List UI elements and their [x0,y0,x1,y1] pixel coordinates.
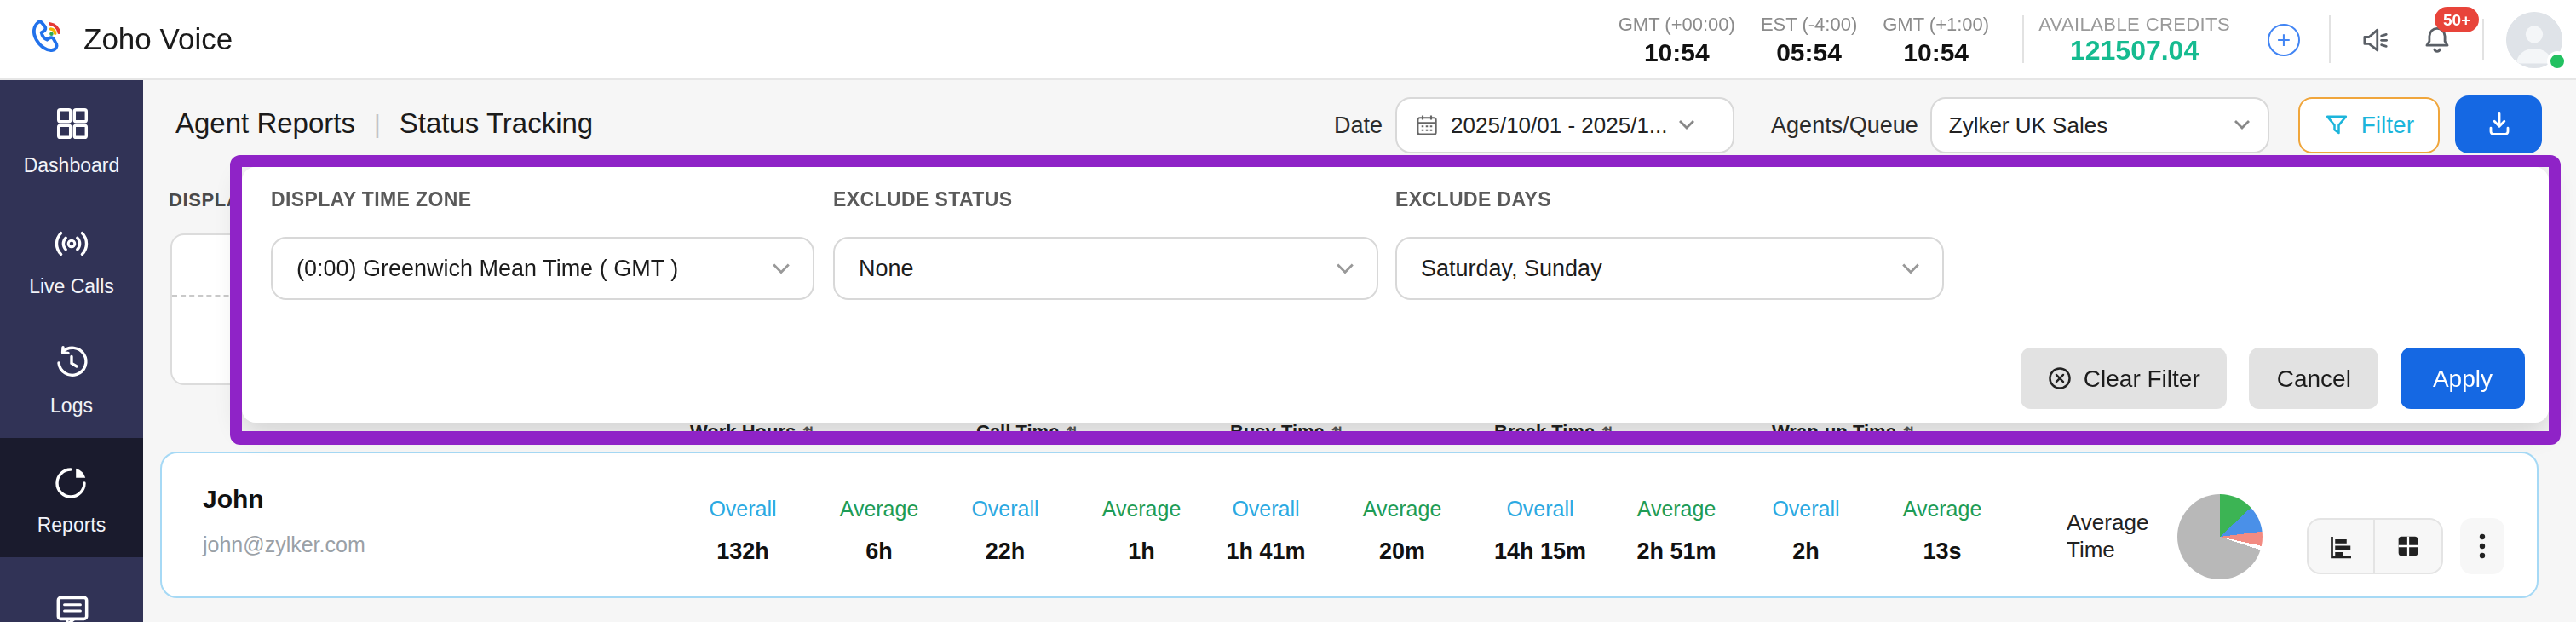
sidebar-item-dashboard[interactable]: Dashboard [0,80,143,199]
column-header-break-time[interactable]: Break Time⇅ [1494,421,1614,441]
page-title: Agent Reports [175,107,355,140]
filter-panel: DISPLAY TIME ZONE EXCLUDE STATUS EXCLUDE… [242,167,2549,423]
average-time-label: Average Time [2067,510,2148,564]
display-time-zone-label: DISPLAY TIME ZONE [271,189,472,210]
zoho-voice-logo-icon [22,13,68,66]
chevron-down-icon [1901,262,1920,274]
sort-icon: ⇅ [1066,424,1078,441]
announcements-button[interactable] [2358,21,2394,57]
download-button[interactable] [2455,95,2542,153]
stat-break-time: Overall14h 15m Average2h 51m [1472,498,1745,564]
cancel-button[interactable]: Cancel [2250,348,2378,409]
date-range-value: 2025/10/01 - 2025/1... [1451,112,1667,137]
app-title: Zoho Voice [83,21,233,57]
sidebar: Dashboard Live Calls Logs [0,80,143,622]
divider [2482,19,2484,60]
exclude-status-select[interactable]: None [833,237,1378,300]
report-controls: Date 2025/10/01 - 2025/1... Agents/Queue… [1334,95,2542,153]
stat-busy-time: Overall1h 41m Average20m [1198,498,1470,564]
main-content: Agent Reports | Status Tracking Date 202… [143,80,2576,622]
agents-queue-value: Zylker UK Sales [1949,112,2107,137]
column-header-wrapup-time[interactable]: Wrap-up Time⇅ [1772,421,1916,441]
display-time-zone-select[interactable]: (0:00) Greenwich Mean Time ( GMT ) [271,237,814,300]
filter-funnel-icon [2324,112,2349,136]
exclude-days-label: EXCLUDE DAYS [1395,189,1551,210]
topbar: Zoho Voice GMT (+00:00) 10:54 EST (-4:00… [0,0,2576,80]
sort-icon: ⇅ [1601,424,1614,441]
live-calls-icon [51,222,92,263]
column-header-work-hours[interactable]: Work Hours⇅ [690,421,815,441]
clear-circle-icon [2048,366,2072,390]
date-label: Date [1334,112,1383,137]
more-options-button[interactable] [2460,518,2504,574]
stat-work-hours: Overall132h Average6h [675,498,947,564]
sort-icon: ⇅ [1903,424,1916,441]
column-header-call-time[interactable]: Call Time⇅ [976,421,1079,441]
column-header-busy-time[interactable]: Busy Time⇅ [1230,421,1344,441]
timezone-gmt0: GMT (+00:00) 10:54 [1619,13,1735,66]
agents-queue-select[interactable]: Zylker UK Sales [1930,96,2269,153]
agent-name: John [203,484,264,513]
agent-email: john@zylker.com [203,533,365,557]
divider [2329,15,2331,63]
exclude-status-label: EXCLUDE STATUS [833,189,1013,210]
bar-chart-icon [2326,531,2356,562]
table-view-button[interactable] [2375,520,2441,573]
agent-row-john: John john@zylker.com Overall132h Average… [160,452,2539,598]
status-pie-chart [2177,494,2263,579]
exclude-days-select[interactable]: Saturday, Sunday [1395,237,1944,300]
sidebar-item-reports[interactable]: Reports [0,438,143,557]
timezone-est: EST (-4:00) 05:54 [1761,13,1857,66]
online-status-dot [2547,50,2567,71]
agents-queue-label: Agents/Queue [1771,112,1918,137]
stat-wrapup-time: Overall2h Average13s [1738,498,2010,564]
chevron-down-icon [1336,262,1354,274]
chevron-down-icon [1678,119,1695,130]
chevron-down-icon [2234,119,2251,130]
notification-badge: 50+ [2435,6,2479,32]
apply-button[interactable]: Apply [2401,348,2525,409]
vertical-dots-icon [2479,533,2486,559]
divider [2021,15,2023,63]
date-range-picker[interactable]: 2025/10/01 - 2025/1... [1394,96,1734,153]
sort-icon: ⇅ [1331,424,1344,441]
available-credits: AVAILABLE CREDITS 121507.04 [2038,13,2230,66]
filter-button[interactable]: Filter [2298,96,2440,153]
chat-icon [50,590,93,622]
table-grid-icon [2394,532,2423,561]
sort-icon: ⇅ [802,424,815,441]
sidebar-item-logs[interactable]: Logs [0,319,143,438]
breadcrumb: Agent Reports | Status Tracking [175,107,593,140]
stat-call-time: Overall22h Average1h [937,498,1210,564]
clear-filter-button[interactable]: Clear Filter [2021,348,2228,409]
download-icon [2481,107,2516,141]
sidebar-item-chat[interactable] [0,557,143,622]
timezone-gmt1: GMT (+1:00) 10:54 [1883,13,1989,66]
notifications-button[interactable]: 50+ [2419,21,2455,57]
avatar[interactable] [2506,11,2562,67]
logs-history-icon [51,342,92,383]
calendar-icon [1413,112,1439,137]
chevron-down-icon [772,262,791,274]
add-credits-button[interactable]: + [2268,23,2300,55]
megaphone-icon [2358,21,2394,57]
dashboard-icon [52,104,91,143]
zoho-voice-app: Zoho Voice GMT (+00:00) 10:54 EST (-4:00… [0,0,2576,622]
reports-icon [51,461,92,502]
bar-chart-view-button[interactable] [2309,520,2375,573]
page-subtitle: Status Tracking [400,107,593,140]
sidebar-item-live-calls[interactable]: Live Calls [0,199,143,319]
chart-toggle-group [2307,518,2443,574]
